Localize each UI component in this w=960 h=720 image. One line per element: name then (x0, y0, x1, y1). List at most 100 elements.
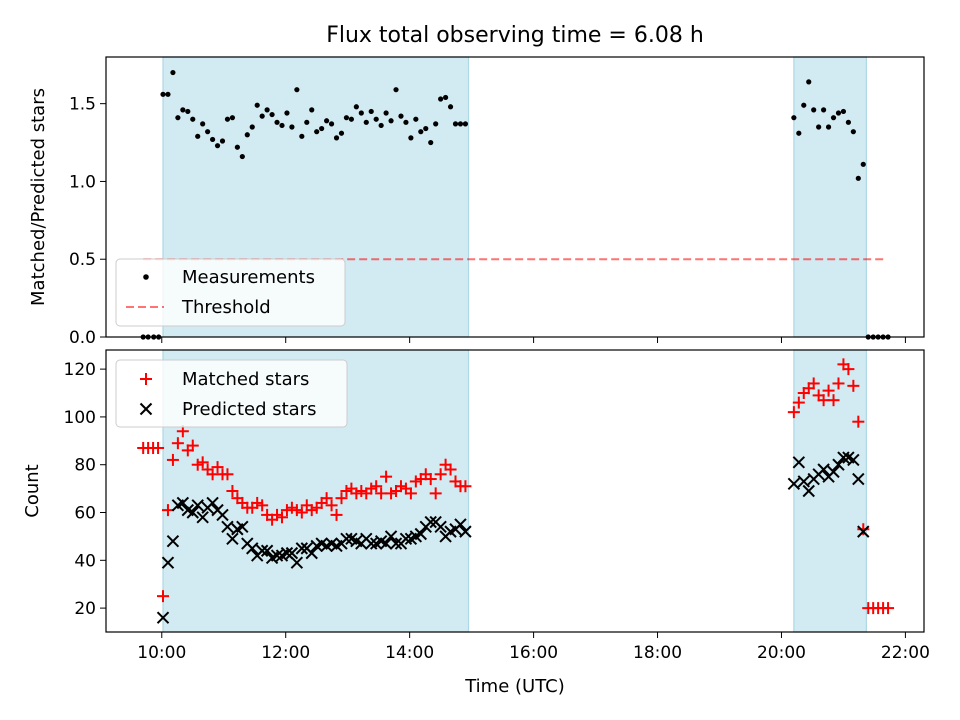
legend-measurements-label: Measurements (182, 267, 315, 288)
legend-measurement-marker (143, 274, 149, 280)
predicted-stars-point (206, 496, 219, 510)
measurement-point (229, 115, 236, 121)
predicted-stars-point (852, 472, 865, 486)
predicted-stars-point (166, 534, 180, 548)
measurement-point (299, 133, 305, 139)
measurement-point (835, 110, 842, 116)
measurement-point (348, 116, 354, 122)
predicted-stars-point (399, 532, 413, 546)
measurement-point (363, 119, 369, 125)
matched-stars-point (404, 487, 417, 500)
measurement-point (383, 110, 389, 116)
xtick-label: 22:00 (881, 643, 930, 663)
ratio-ytick-label: 0.5 (69, 250, 96, 270)
count-legend: Matched stars Predicted stars (115, 359, 348, 428)
matched-stars-point (320, 492, 333, 505)
measurement-point (244, 132, 250, 138)
predicted-stars-point (186, 506, 199, 519)
x-axis-label: Time (UTC) (464, 676, 565, 697)
predicted-stars-point (384, 530, 398, 543)
measurement-point (855, 175, 861, 181)
predicted-stars-point (236, 520, 249, 534)
matched-stars-point (166, 453, 179, 466)
measurement-point (205, 129, 211, 135)
measurement-point (398, 113, 404, 119)
measurement-point (319, 125, 325, 132)
measurement-point (269, 111, 275, 118)
count-ytick-label: 40 (74, 551, 96, 571)
predicted-stars-point (792, 456, 806, 469)
matched-stars-point (196, 456, 209, 469)
figure-title: Flux total observing time = 6.08 h (326, 23, 704, 48)
matched-stars-point (827, 394, 840, 407)
measurement-point (428, 139, 434, 146)
predicted-stars-point (379, 537, 393, 550)
measurement-point (219, 138, 226, 144)
matched-stars-point (221, 468, 234, 481)
measurement-point (378, 122, 384, 129)
predicted-stars-point (797, 475, 810, 488)
measurement-point (165, 91, 171, 97)
predicted-stars-point (414, 527, 428, 541)
count-panel: 20 40 60 80 100 120 10:00 12:00 14:00 16:00 18:00… (22, 349, 930, 663)
predicted-stars-point (305, 546, 318, 560)
matched-stars-point (842, 363, 855, 376)
matched-stars-point (330, 508, 343, 521)
predicted-stars-point (340, 532, 353, 546)
matched-stars-point (444, 463, 457, 476)
predicted-stars-point (454, 518, 467, 531)
count-ytick-label: 20 (74, 599, 96, 619)
measurement-point (791, 115, 797, 121)
measurement-point (185, 108, 191, 115)
measurement-point (314, 129, 320, 135)
predicted-stars-point (295, 542, 309, 555)
measurement-point (801, 102, 807, 108)
predicted-stars-point (280, 546, 294, 560)
predicted-stars-point (434, 520, 447, 534)
measurement-point (811, 107, 817, 113)
measurement-point (180, 107, 186, 113)
count-panel-frame (105, 349, 925, 633)
measurement-point (796, 130, 802, 136)
predicted-stars-point (260, 544, 274, 557)
measurement-point (175, 115, 181, 121)
predicted-stars-point (255, 544, 269, 557)
matched-stars-point (157, 590, 170, 603)
predicted-stars-point (221, 520, 234, 534)
matched-stars-point (882, 602, 895, 615)
measurement-point (860, 161, 866, 167)
xtick-label: 16:00 (509, 643, 558, 663)
measurement-point (289, 124, 295, 130)
measurement-point (324, 118, 330, 124)
predicted-stars-point (246, 542, 259, 555)
count-ytick-label: 80 (74, 456, 96, 476)
predicted-stars-point (290, 556, 304, 569)
matched-stars-point (335, 492, 348, 505)
measurement-point (353, 104, 359, 110)
measurement-point (338, 130, 345, 136)
measurement-point (816, 124, 822, 130)
predicted-stars-point (216, 508, 229, 522)
predicted-stars-point (837, 451, 850, 464)
measurement-point (393, 87, 399, 93)
measurement-point (403, 119, 409, 125)
predicted-stars-point (191, 499, 204, 512)
matched-stars-point (380, 470, 393, 483)
matched-stars-point (857, 523, 870, 536)
measurement-point (195, 133, 201, 139)
matched-stars-point (792, 396, 805, 409)
ratio-y-axis-label: Matched/Predicted stars (28, 88, 49, 306)
measurement-point (408, 135, 414, 141)
measurement-point (418, 129, 424, 135)
ratio-ytick-label: 1.0 (69, 172, 96, 192)
matched-stars-point (211, 461, 224, 474)
matched-stars-point (171, 437, 184, 450)
predicted-stars-point (285, 546, 299, 560)
measurement-point (821, 107, 827, 113)
predicted-stars-point (176, 496, 190, 510)
matched-stars-point (787, 406, 800, 419)
matched-stars-point (256, 499, 269, 512)
predicted-stars-point (857, 525, 870, 538)
count-ytick-label: 100 (64, 408, 96, 428)
measurement-point (845, 119, 851, 125)
